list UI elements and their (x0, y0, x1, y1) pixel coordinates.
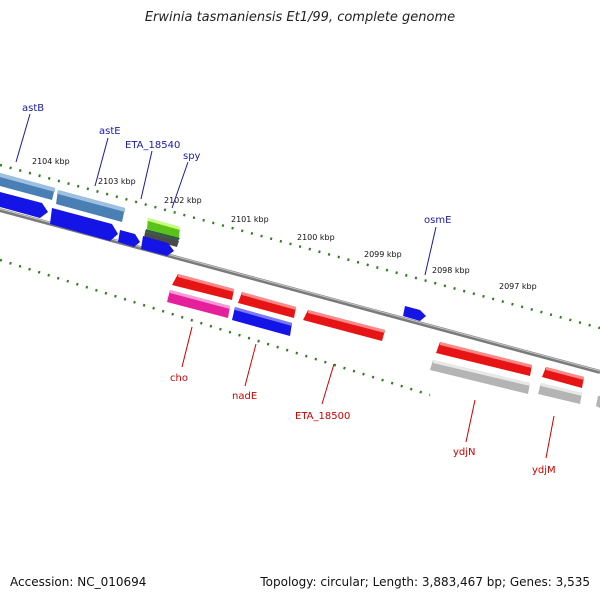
leader-ydjM (545, 415, 555, 459)
outer-tick-track (0, 163, 600, 330)
gene-label-spy[interactable]: spy (183, 151, 201, 162)
topology-text: Topology: circular; Length: 3,883,467 bp… (260, 575, 590, 589)
gene-ETA_18500-feature[interactable] (303, 310, 385, 341)
tick-label-2097: 2097 kbp (499, 282, 537, 291)
gene-blue-1-feature[interactable] (0, 192, 48, 218)
gene-gray-edge-feature[interactable] (596, 396, 600, 408)
leader-spy (171, 161, 189, 209)
gene-ydjN-feature[interactable] (430, 360, 530, 394)
gene-label-astB[interactable]: astB (22, 103, 44, 114)
gene-blue-2-feature[interactable] (50, 208, 118, 241)
gene-red-b-feature[interactable] (238, 292, 296, 318)
gene-ydjM-feature[interactable] (538, 383, 582, 404)
gene-astB-feature[interactable] (0, 173, 55, 200)
gene-astE-feature[interactable] (56, 190, 125, 222)
leader-osmE (424, 226, 437, 276)
tick-label-2098: 2098 kbp (432, 266, 470, 275)
gene-label-nadE[interactable]: nadE (232, 391, 257, 402)
tick-label-2101: 2101 kbp (231, 215, 269, 224)
tick-label-2099: 2099 kbp (364, 250, 402, 259)
leader-ETA_18500 (321, 363, 335, 405)
gene-cho-feature[interactable] (167, 290, 230, 318)
accession-text: Accession: NC_010694 (10, 575, 147, 589)
gene-spy-feature[interactable] (145, 218, 180, 241)
gene-nadE-feature[interactable] (232, 307, 292, 336)
gene-label-cho[interactable]: cho (170, 373, 188, 384)
gene-red-d-feature[interactable] (542, 367, 584, 388)
gene-label-ETA_18540[interactable]: ETA_18540 (125, 140, 180, 151)
gene-red-a-feature[interactable] (172, 274, 234, 300)
leader-astE (94, 137, 109, 187)
tick-label-2104: 2104 kbp (32, 157, 70, 166)
tick-label-2103: 2103 kbp (98, 177, 136, 186)
tick-label-2100: 2100 kbp (297, 233, 335, 242)
leader-cho (181, 326, 193, 368)
gene-label-ETA_18500[interactable]: ETA_18500 (295, 411, 350, 422)
gene-red-c-feature[interactable] (436, 342, 532, 376)
gene-label-osmE[interactable]: osmE (424, 215, 451, 226)
gene-osmE-feature[interactable] (403, 306, 426, 321)
leader-astB (15, 113, 31, 163)
leader-ydjN (465, 399, 476, 443)
gene-label-astE[interactable]: astE (99, 126, 121, 137)
leader-ETA_18540 (140, 150, 153, 200)
map-title: Erwinia tasmaniensis Et1/99, complete ge… (144, 10, 456, 25)
tick-label-2102: 2102 kbp (164, 196, 202, 205)
gene-blue-3-feature[interactable] (118, 230, 140, 247)
gene-label-ydjM[interactable]: ydjM (532, 465, 556, 476)
gene-ETA_18540-feature[interactable] (144, 232, 179, 247)
gene-label-ydjN[interactable]: ydjN (453, 447, 476, 458)
leader-nadE (244, 343, 257, 387)
gene-blue-4-feature[interactable] (141, 236, 174, 256)
